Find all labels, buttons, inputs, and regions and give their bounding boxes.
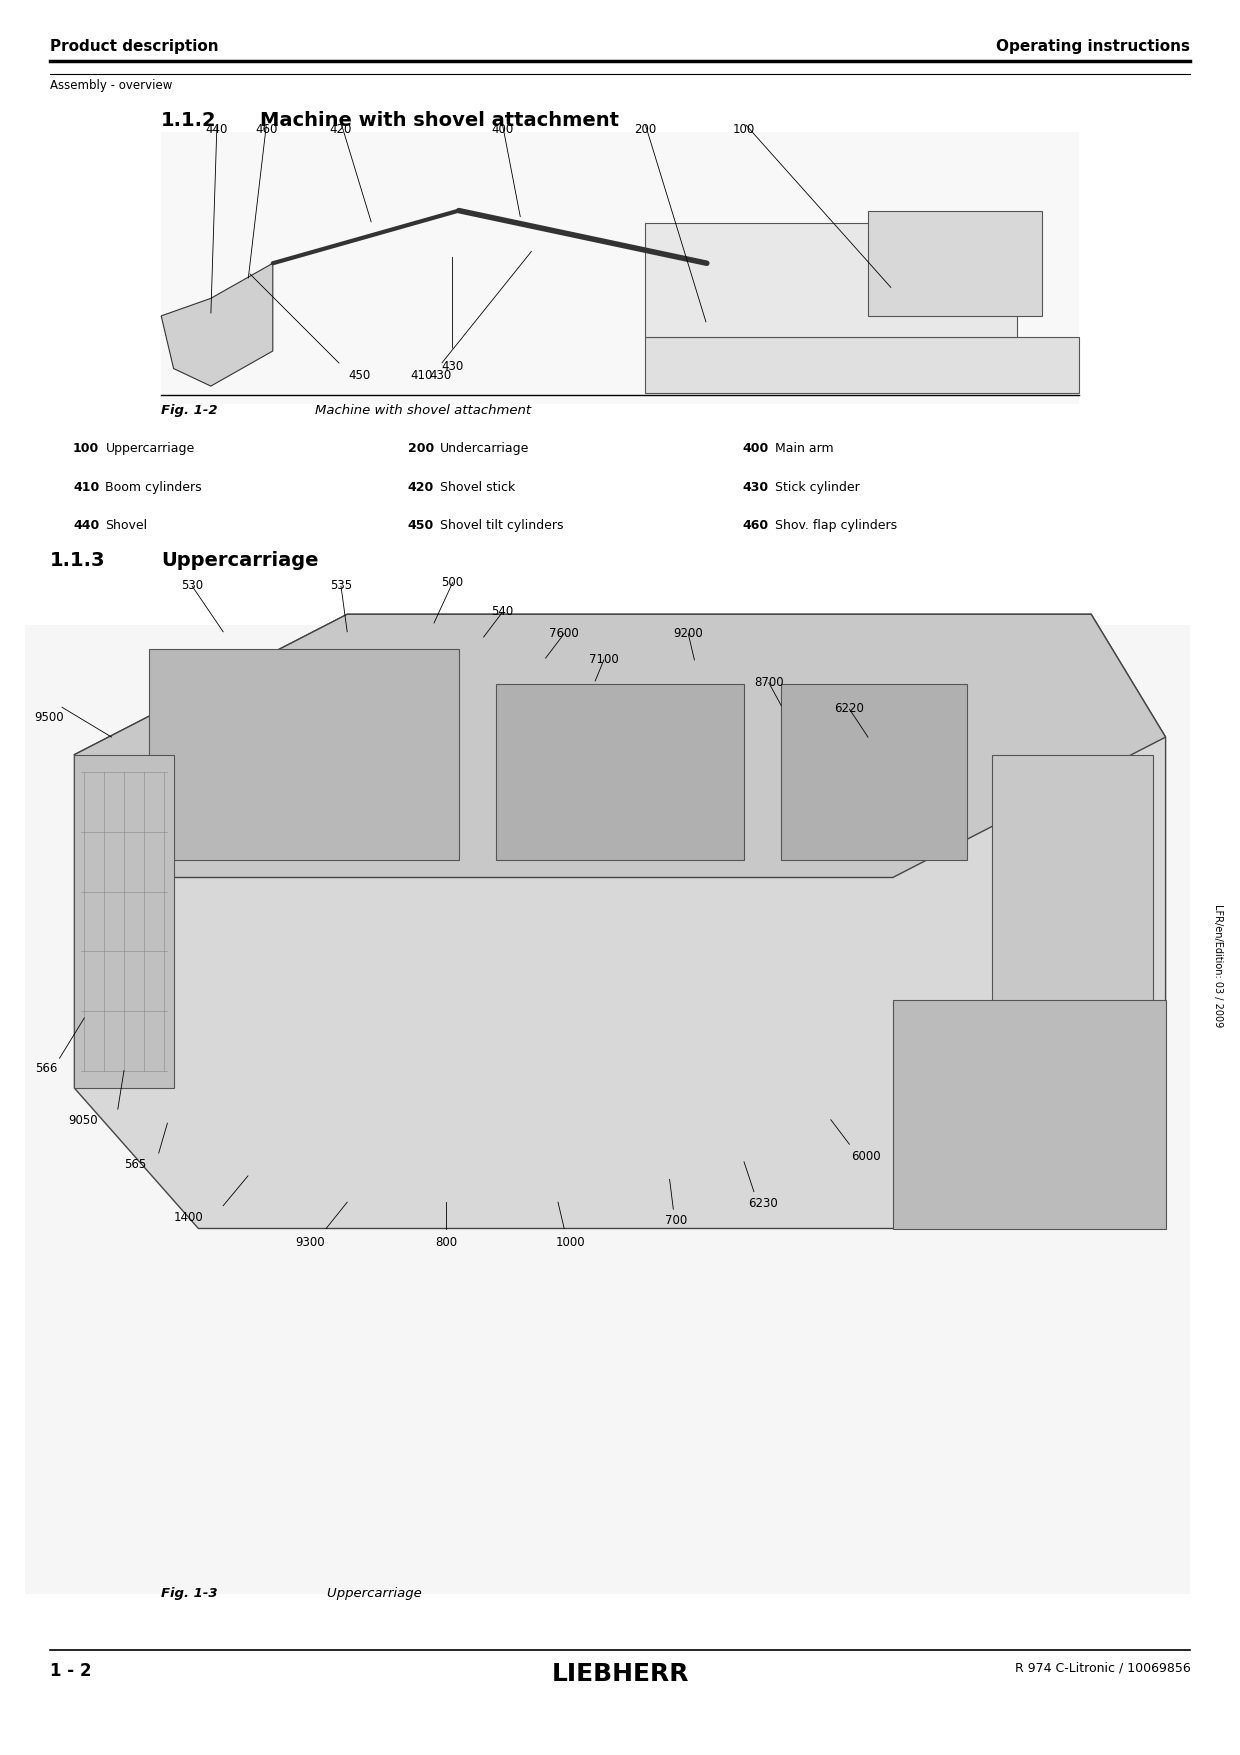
Bar: [645, 337, 1079, 393]
Text: 450: 450: [408, 519, 434, 532]
Text: 535: 535: [330, 579, 352, 591]
Bar: [149, 649, 459, 860]
Text: Operating instructions: Operating instructions: [997, 39, 1190, 54]
Bar: [893, 1000, 1166, 1228]
Text: 9500: 9500: [35, 711, 64, 723]
Text: Shov. flap cylinders: Shov. flap cylinders: [775, 519, 897, 532]
Text: Stick cylinder: Stick cylinder: [775, 481, 859, 493]
Text: 410: 410: [73, 481, 99, 493]
Text: 8700: 8700: [754, 676, 784, 688]
Bar: [25, 625, 1190, 1594]
Text: 410: 410: [410, 369, 433, 381]
Text: Boom cylinders: Boom cylinders: [105, 481, 202, 493]
Text: LIEBHERR: LIEBHERR: [552, 1662, 688, 1687]
Text: 700: 700: [665, 1214, 687, 1227]
Text: 565: 565: [124, 1158, 146, 1171]
Text: Fig. 1-3: Fig. 1-3: [161, 1587, 218, 1599]
Text: LFR/en/Edition: 03 / 2009: LFR/en/Edition: 03 / 2009: [1213, 904, 1223, 1027]
Bar: [74, 755, 174, 1088]
Polygon shape: [161, 263, 273, 386]
Text: 420: 420: [408, 481, 434, 493]
Text: Machine with shovel attachment: Machine with shovel attachment: [260, 111, 620, 130]
Text: 1.1.2: 1.1.2: [161, 111, 217, 130]
Text: 7100: 7100: [589, 653, 619, 665]
Text: Machine with shovel attachment: Machine with shovel attachment: [298, 404, 531, 416]
Text: R 974 C-Litronic / 10069856: R 974 C-Litronic / 10069856: [1014, 1662, 1190, 1674]
Text: 440: 440: [206, 123, 228, 135]
Text: 500: 500: [441, 576, 464, 588]
Bar: [992, 755, 1153, 1053]
Text: Uppercarriage: Uppercarriage: [310, 1587, 422, 1599]
Text: Assembly - overview: Assembly - overview: [50, 79, 172, 91]
Bar: [496, 684, 744, 860]
Bar: [161, 132, 1079, 404]
Text: 430: 430: [429, 369, 451, 381]
Text: 6230: 6230: [748, 1197, 777, 1209]
Text: Uppercarriage: Uppercarriage: [105, 442, 195, 455]
Text: 566: 566: [35, 1062, 57, 1074]
Text: 6220: 6220: [835, 702, 864, 714]
Text: 800: 800: [435, 1236, 458, 1248]
Text: 420: 420: [330, 123, 352, 135]
Bar: [645, 223, 1017, 337]
Text: 100: 100: [73, 442, 99, 455]
Text: 1000: 1000: [556, 1236, 585, 1248]
Text: 460: 460: [743, 519, 769, 532]
Text: 9050: 9050: [68, 1114, 98, 1127]
Text: Product description: Product description: [50, 39, 218, 54]
Text: Uppercarriage: Uppercarriage: [161, 551, 319, 570]
Text: 200: 200: [634, 123, 656, 135]
Text: 200: 200: [408, 442, 434, 455]
Text: Shovel: Shovel: [105, 519, 148, 532]
Text: 7600: 7600: [549, 627, 579, 639]
Text: 540: 540: [491, 605, 513, 618]
Polygon shape: [74, 614, 1166, 1228]
Text: 450: 450: [348, 369, 371, 381]
Polygon shape: [74, 614, 1166, 878]
Bar: [868, 211, 1042, 316]
Text: Undercarriage: Undercarriage: [440, 442, 529, 455]
Text: Fig. 1-2: Fig. 1-2: [161, 404, 218, 416]
Text: 530: 530: [181, 579, 203, 591]
Text: 1.1.3: 1.1.3: [50, 551, 105, 570]
Text: Shovel stick: Shovel stick: [440, 481, 516, 493]
Text: 400: 400: [491, 123, 513, 135]
Text: 1400: 1400: [174, 1211, 203, 1223]
Text: 430: 430: [743, 481, 769, 493]
Text: 1 - 2: 1 - 2: [50, 1662, 91, 1680]
Text: 6000: 6000: [851, 1150, 880, 1162]
Text: 430: 430: [441, 360, 464, 372]
Bar: [781, 684, 967, 860]
Text: 9300: 9300: [295, 1236, 325, 1248]
Text: 460: 460: [255, 123, 278, 135]
Text: 400: 400: [743, 442, 769, 455]
Text: Shovel tilt cylinders: Shovel tilt cylinders: [440, 519, 564, 532]
Text: 9200: 9200: [673, 627, 703, 639]
Text: 440: 440: [73, 519, 99, 532]
Text: Main arm: Main arm: [775, 442, 833, 455]
Text: 100: 100: [733, 123, 755, 135]
